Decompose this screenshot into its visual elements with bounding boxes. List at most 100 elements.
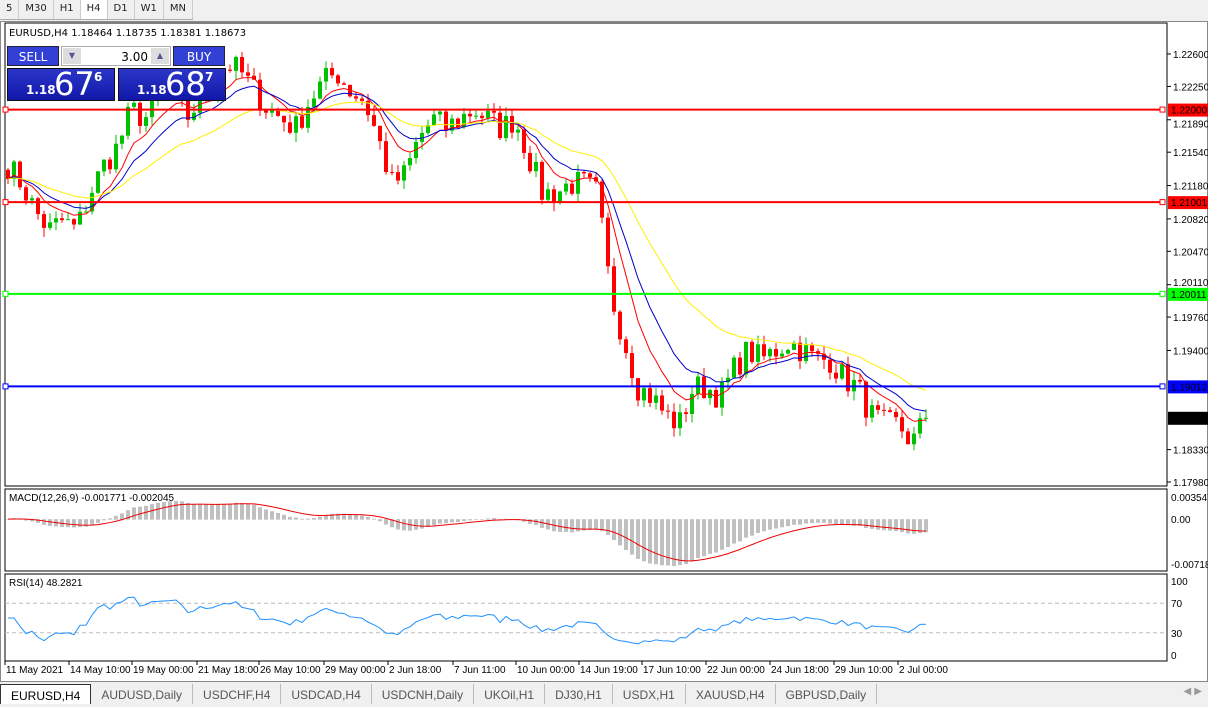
macd-histogram-bar (804, 519, 808, 524)
price-axis-label: 1.17980 (1173, 478, 1208, 489)
buy-price[interactable]: 1.18 68 7 (118, 65, 226, 103)
candle-body (342, 83, 346, 85)
symbol-tab[interactable]: GBPUSD,Daily (776, 684, 878, 704)
candle-body (900, 417, 904, 432)
candle-body (876, 405, 880, 410)
candle-body (570, 183, 574, 194)
candle-body (426, 125, 430, 133)
candle-body (630, 353, 634, 379)
macd-histogram-bar (576, 519, 580, 532)
candle-body (198, 90, 202, 113)
lot-size-input[interactable]: ▼ 3.00 ▲ (61, 46, 171, 66)
timeframe-M30[interactable]: M30 (19, 0, 54, 19)
candle-body (408, 158, 412, 166)
macd-histogram-bar (666, 519, 670, 566)
sell-button[interactable]: SELL (7, 46, 59, 66)
macd-histogram-bar (534, 519, 538, 525)
macd-histogram-bar (918, 519, 922, 534)
price-axis-label: 1.22600 (1173, 50, 1208, 61)
symbol-tab[interactable]: EURUSD,H4 (0, 684, 92, 704)
increase-lot-button[interactable]: ▲ (151, 48, 169, 64)
timeframe-toolbar: 5 M30 H1 H4 D1 W1 MN (0, 0, 193, 20)
macd-histogram-bar (6, 519, 10, 520)
timeframe-MN[interactable]: MN (164, 0, 193, 19)
symbol-tab[interactable]: USDCHF,H4 (193, 684, 282, 704)
macd-histogram-bar (696, 519, 700, 559)
candle-body (402, 165, 406, 181)
symbol-tab[interactable]: AUDUSD,Daily (91, 684, 194, 704)
price-axis-label: 1.19760 (1173, 313, 1208, 324)
macd-histogram-bar (612, 519, 616, 541)
date-axis-label: 14 May 10:00 (70, 665, 131, 676)
macd-histogram-bar (372, 518, 376, 520)
symbol-tab[interactable]: USDX,H1 (613, 684, 686, 704)
macd-histogram-bar (264, 509, 268, 520)
candle-body (18, 161, 22, 188)
macd-histogram-bar (714, 519, 718, 553)
chart-canvas[interactable]: 1.22600 1.22250 1.21890 1.21540 1.21180 1.208… (1, 22, 1208, 683)
macd-histogram-bar (288, 516, 292, 520)
candle-body (912, 433, 916, 445)
level-handle (1159, 199, 1166, 206)
candle-body (54, 218, 58, 223)
candle-body (864, 381, 868, 418)
level-price-label: 1.21001 (1171, 198, 1208, 209)
candle-body (798, 342, 802, 362)
macd-histogram-bar (384, 519, 388, 525)
symbol-tab[interactable]: USDCNH,Daily (372, 684, 475, 704)
timeframe-H1[interactable]: H1 (54, 0, 81, 19)
buy-button[interactable]: BUY (173, 46, 225, 66)
macd-histogram-bar (756, 519, 760, 534)
macd-histogram-bar (468, 519, 472, 521)
level-handle (1159, 290, 1166, 297)
rsi-panel-frame (4, 573, 1168, 662)
candle-body (924, 417, 928, 419)
candle-body (192, 112, 196, 120)
level-handle (2, 199, 9, 206)
timeframe-W1[interactable]: W1 (135, 0, 164, 19)
candle-body (516, 129, 520, 133)
candle-body (132, 102, 136, 107)
candle-body (438, 111, 442, 115)
tab-scroll-arrows[interactable]: ◀ ▶ (1183, 686, 1202, 697)
macd-histogram-bar (192, 504, 196, 520)
candle-body (456, 118, 460, 128)
macd-histogram-bar (822, 519, 826, 523)
timeframe-5[interactable]: 5 (0, 0, 20, 19)
chart-window[interactable]: 1.22600 1.22250 1.21890 1.21540 1.21180 1.208… (0, 21, 1208, 682)
symbol-tab[interactable]: USDCAD,H4 (281, 684, 372, 704)
macd-histogram-bar (306, 518, 310, 520)
symbol-tab[interactable]: XAUUSD,H4 (686, 684, 776, 704)
candle-body (366, 100, 370, 116)
candle-body (294, 116, 298, 133)
symbol-tab[interactable]: DJ30,H1 (545, 684, 613, 704)
candle-body (600, 181, 604, 218)
macd-label: MACD(12,26,9) -0.001771 -0.002045 (9, 493, 175, 504)
timeframe-H4[interactable]: H4 (80, 0, 108, 19)
macd-histogram-bar (132, 507, 136, 520)
candle-body (660, 395, 664, 411)
candle-body (234, 57, 238, 71)
macd-histogram-bar (642, 519, 646, 562)
candle-body (744, 341, 748, 375)
macd-histogram-bar (876, 519, 880, 530)
macd-histogram-bar (42, 519, 46, 525)
symbol-tab[interactable]: UKOil,H1 (474, 684, 546, 704)
sell-price[interactable]: 1.18 67 6 (7, 65, 115, 103)
macd-histogram-bar (234, 502, 238, 520)
candle-body (894, 411, 898, 418)
main-panel-frame (4, 22, 1168, 487)
rsi-axis-label: 70 (1171, 599, 1183, 610)
candle-body (468, 113, 472, 117)
macd-histogram-bar (240, 503, 244, 520)
decrease-lot-button[interactable]: ▼ (63, 48, 81, 64)
lot-value[interactable]: 3.00 (121, 50, 148, 64)
candle-body (24, 187, 28, 201)
macd-histogram-bar (342, 513, 346, 520)
candle-body (462, 113, 466, 128)
price-axis-label: 1.18330 (1173, 446, 1208, 457)
macd-axis-label: -0.00718 (1171, 560, 1208, 571)
timeframe-D1[interactable]: D1 (108, 0, 135, 19)
macd-histogram-bar (390, 519, 394, 528)
macd-histogram-bar (528, 519, 532, 524)
